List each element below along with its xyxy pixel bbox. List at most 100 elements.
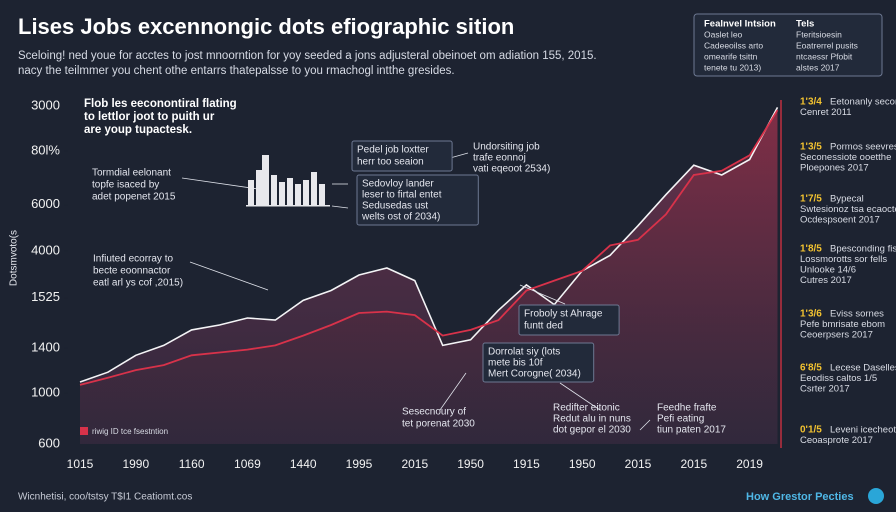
info-box-text: omearife tsittn (704, 51, 758, 61)
side-note-text: Cenret 2011 (800, 107, 852, 118)
side-note-text: Pormos seevres (830, 142, 896, 153)
annotation-text: Redifter eitonic (553, 403, 620, 414)
annotation-text: tiun paten 2017 (657, 425, 726, 436)
x-tick-label: 2015 (680, 457, 707, 471)
side-note-value: 1'3/5 (800, 142, 822, 153)
annotation-text: welts ost of 2034) (361, 212, 440, 223)
annotation-text: Infiuted ecorray to (93, 254, 173, 265)
info-box-text: alstes 2017 (796, 62, 840, 72)
side-note-text: Bypecal (830, 194, 864, 205)
annotation-text: dot gepor el 2030 (553, 425, 631, 436)
x-tick-label: 1950 (569, 457, 596, 471)
side-note-text: Seconessiote ooetthe (800, 152, 891, 163)
side-note-text: Lossmorotts sor fells (800, 254, 887, 265)
side-note-text: Pefe bmrisate ebom (800, 319, 885, 330)
info-box-text: Tels (796, 19, 814, 30)
y-tick-label: 3000 (31, 97, 60, 112)
side-note-text: Csrter 2017 (800, 384, 850, 395)
footer-brand: How Grestor Pecties (746, 491, 854, 503)
series-line (79, 107, 779, 383)
annotation-text: herr too seaion (357, 157, 424, 168)
side-note-text: Eetonanly seconts 2015 (830, 97, 896, 108)
annotation-text: Feedhe frafte (657, 403, 717, 414)
side-note-text: Lecese Daselles (830, 363, 896, 374)
side-note-text: Ocdespsoent 2017 (800, 215, 880, 226)
y-tick-label: 600 (38, 435, 60, 450)
annotation-text: mete bis 10f (488, 358, 543, 369)
area-fill (80, 110, 778, 444)
side-note-text: Eeodiss caltos 1/5 (800, 373, 877, 384)
annotation-text: Pefi eating (657, 414, 704, 425)
side-note-value: 1'3/4 (800, 97, 822, 108)
series-line (79, 109, 779, 386)
annotation-text: Sesecnoury of (402, 407, 466, 418)
annotation-text: Undorsiting job (473, 142, 540, 153)
annotation-text: Sedusedas ust (362, 201, 428, 212)
annotation-text: Dorrolat siy (lots (488, 347, 560, 358)
side-note-text: Ceoerpsers 2017 (800, 330, 873, 341)
leader-line (189, 261, 269, 291)
y-axis-label: Dotsmvoto(s (9, 230, 20, 286)
x-tick-label: 1440 (290, 457, 317, 471)
side-note-value: 6'8/5 (800, 363, 822, 374)
annotation-text: Mert Corogne( 2034) (488, 369, 581, 380)
info-box (693, 13, 883, 77)
annotation-box (482, 342, 595, 383)
annotation-text: leser to firtal entet (362, 190, 442, 201)
annotation-box (356, 174, 479, 226)
subtitle: Sceloing! ned youe for acctes to jost mn… (18, 50, 597, 62)
annotation-text: funtt ded (524, 321, 563, 332)
side-note-text: Leveni icecheots (830, 425, 896, 436)
x-tick-label: 1915 (513, 457, 540, 471)
annotation-text: adet popenet 2015 (92, 192, 176, 203)
info-box-text: Oaslet leo (704, 29, 743, 39)
side-note-value: 1'7/5 (800, 194, 822, 205)
x-tick-label: 1015 (67, 457, 94, 471)
annotation-text: topfe isaced by (92, 180, 159, 191)
x-tick-label: 1950 (457, 457, 484, 471)
leader-line (639, 419, 651, 431)
side-note-text: Ploepones 2017 (800, 163, 869, 174)
leader-line (519, 284, 566, 305)
annotation-text: are youp tupactesk. (84, 124, 192, 136)
annotation-box (351, 140, 453, 172)
side-note-value: 0'1/5 (800, 425, 822, 436)
info-box-text: Fealnvel Intsion (704, 19, 776, 30)
x-tick-label: 1990 (122, 457, 149, 471)
leader-line (559, 382, 601, 411)
info-box-text: Cadeeoilss arto (704, 40, 763, 50)
annotation-text: to lettlor joot to puith ur (84, 111, 215, 123)
side-note-text: Eviss sornes (830, 309, 884, 320)
x-tick-label: 2019 (736, 457, 763, 471)
y-tick-label: 80l% (31, 143, 60, 158)
y-tick-label: 1000 (31, 385, 60, 400)
info-box-text: tenete tu 2013) (704, 62, 761, 72)
side-note-text: Cutres 2017 (800, 275, 852, 286)
side-note-text: Bpesconding fiste (830, 244, 896, 255)
leader-line (331, 205, 349, 209)
plot (64, 100, 782, 448)
y-tick-label: 4000 (31, 242, 60, 257)
annotation-text: vati eqeoot 2534) (473, 164, 550, 175)
side-note-text: Ceoasprote 2017 (800, 435, 873, 446)
info-box-text: Fteritsioesin (796, 29, 842, 39)
x-tick-label: 1069 (234, 457, 261, 471)
side-note-text: Swtesionoz tsa ecaocte (800, 204, 896, 215)
bar-icon (246, 155, 330, 207)
footer-source: Wicnhetisi, coo/tstsy T$I1 Ceatiomt.cos (18, 492, 192, 503)
annotation-text: becte eoonnactor (93, 266, 171, 277)
footer-brand-bg (740, 484, 886, 508)
annotation-text: Sedovloy lander (362, 179, 434, 190)
y-tick-label: 6000 (31, 196, 60, 211)
chart-title: Lises Jobs excennongic dots efiographic … (18, 14, 514, 39)
annotation-text: Froboly st Ahrage (524, 309, 603, 320)
y-tick-label: 1400 (31, 340, 60, 355)
annotation-text: trafe eonnoj (473, 153, 526, 164)
leader-line (439, 372, 467, 411)
annotation-text: Flob les eeconontiral flating (84, 98, 237, 110)
info-box-text: Eoatrerrel pusits (796, 40, 858, 50)
annotation-text: tet porenat 2030 (402, 419, 475, 430)
annotation-box (518, 304, 620, 336)
legend-label: riwig ID tce fsestntion (92, 427, 168, 436)
